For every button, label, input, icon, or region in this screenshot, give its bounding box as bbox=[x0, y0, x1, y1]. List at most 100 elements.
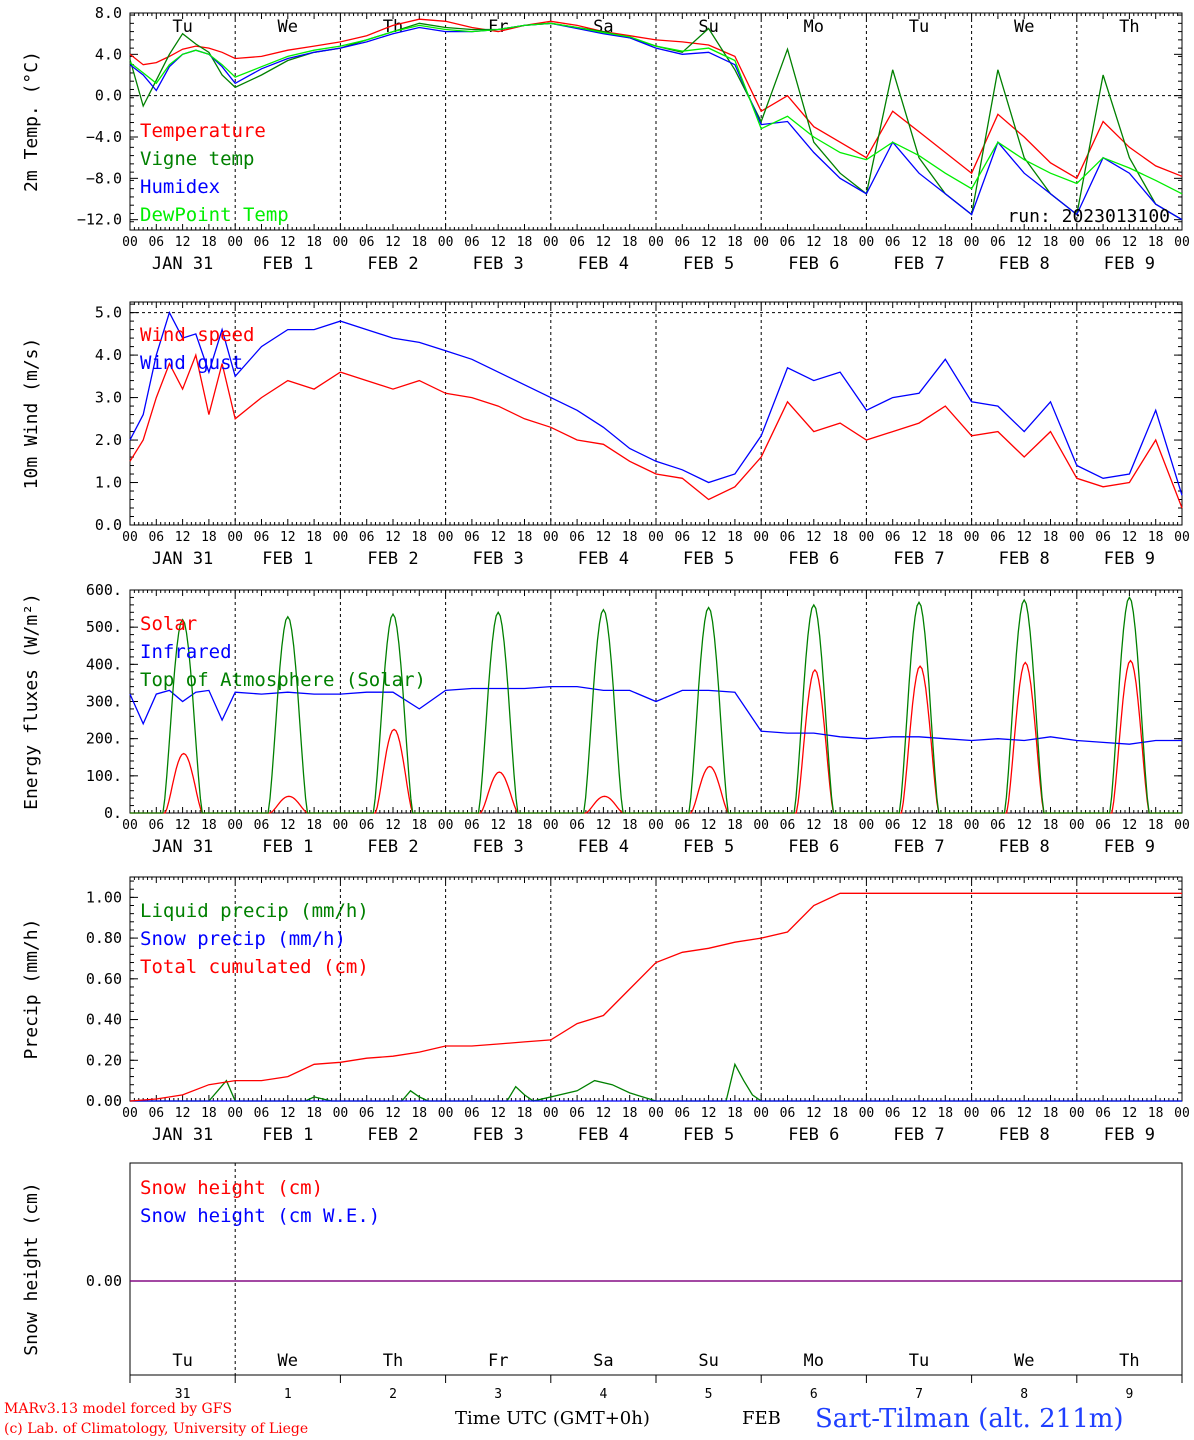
hour-label: 12 bbox=[385, 530, 401, 545]
weekday-labels: Tu We Th Fr Sa Su Mo Tu We Th bbox=[172, 17, 1139, 37]
hour-label: 06 bbox=[780, 1106, 796, 1121]
hour-label: 18 bbox=[622, 1106, 638, 1121]
weekday-label: Tu bbox=[909, 1351, 929, 1371]
hour-label: 12 bbox=[1016, 818, 1032, 833]
footer: MARv3.13 model forced by GFS (c) Lab. of… bbox=[4, 1401, 1124, 1437]
hour-label: 12 bbox=[280, 818, 296, 833]
legend-entry: Liquid precip (mm/h) bbox=[140, 900, 369, 922]
hour-label: 12 bbox=[175, 530, 191, 545]
hour-label: 06 bbox=[464, 235, 480, 250]
hour-label: 06 bbox=[359, 235, 375, 250]
weekday-label: We bbox=[278, 1351, 298, 1371]
day-number: 4 bbox=[599, 1387, 607, 1402]
hour-label: 18 bbox=[411, 530, 427, 545]
hour-label: 12 bbox=[490, 818, 506, 833]
hour-label: 00 bbox=[438, 818, 454, 833]
y-tick-label: 0.20 bbox=[86, 1051, 122, 1069]
hour-label: 00 bbox=[753, 1106, 769, 1121]
date-labels: JAN 31 FEB 1 FEB 2 FEB 3 FEB 4 FEB 5 FEB 6 FEB … bbox=[152, 254, 1155, 274]
hour-label: 00 bbox=[122, 1106, 138, 1121]
hour-label: 18 bbox=[1148, 235, 1164, 250]
hour-label: 06 bbox=[254, 530, 270, 545]
date-label: FEB 4 bbox=[578, 1125, 629, 1145]
y-tick-label: 300. bbox=[86, 693, 122, 711]
date-label: FEB 9 bbox=[1104, 1125, 1155, 1145]
hour-label: 00 bbox=[964, 530, 980, 545]
hour-label: 18 bbox=[727, 1106, 743, 1121]
hour-label: 00 bbox=[1069, 235, 1085, 250]
hour-label: 12 bbox=[911, 818, 927, 833]
hour-label: 18 bbox=[411, 818, 427, 833]
hour-label: 06 bbox=[359, 1106, 375, 1121]
hour-label: 06 bbox=[254, 1106, 270, 1121]
hour-label: 18 bbox=[1043, 235, 1059, 250]
hour-label: 00 bbox=[543, 530, 559, 545]
series-line-wind-speed bbox=[129, 352, 1183, 509]
day-gridlines bbox=[234, 302, 1078, 525]
date-label: FEB 6 bbox=[788, 837, 839, 857]
panel-wind: 00 06 12 18 00 06 12 18 00 06 12 18 00 06 12 18 00 06 12 18… bbox=[21, 301, 1190, 569]
hour-label: 06 bbox=[569, 1106, 585, 1121]
weekday-label: Tu bbox=[172, 17, 192, 37]
hour-label: 18 bbox=[832, 818, 848, 833]
hour-label: 12 bbox=[806, 818, 822, 833]
series-line-top-of-atmosphere-solar- bbox=[130, 596, 1182, 814]
date-label: FEB 3 bbox=[473, 1125, 524, 1145]
hour-label: 18 bbox=[517, 530, 533, 545]
date-label: FEB 6 bbox=[788, 549, 839, 569]
hour-label: 06 bbox=[780, 235, 796, 250]
hour-label: 00 bbox=[648, 235, 664, 250]
day-number: 5 bbox=[705, 1387, 713, 1402]
date-label: FEB 2 bbox=[367, 254, 418, 274]
legend-entry: Wind gust bbox=[140, 352, 243, 374]
date-label: FEB 1 bbox=[262, 549, 313, 569]
hour-label: 00 bbox=[753, 818, 769, 833]
hour-label: 12 bbox=[701, 818, 717, 833]
legend-entry: Top of Atmosphere (Solar) bbox=[140, 669, 426, 691]
series-group bbox=[129, 892, 1182, 1102]
time-axis-title: Time UTC (GMT+0h) bbox=[455, 1408, 650, 1429]
hour-label: 18 bbox=[201, 235, 217, 250]
legend-entry: Total cumulated (cm) bbox=[140, 956, 369, 978]
date-label: FEB 2 bbox=[367, 1125, 418, 1145]
hour-label: 06 bbox=[1095, 818, 1111, 833]
y-axis-label: Snow height (cm) bbox=[21, 1182, 42, 1355]
hour-label: 06 bbox=[1095, 1106, 1111, 1121]
hour-label: 06 bbox=[674, 235, 690, 250]
series-line-wind-gust bbox=[129, 310, 1183, 496]
hour-label: 00 bbox=[753, 530, 769, 545]
y-axis-label: 2m Temp. (°C) bbox=[21, 51, 42, 192]
hour-label: 06 bbox=[1095, 235, 1111, 250]
hour-label: 06 bbox=[359, 530, 375, 545]
weekday-label: Su bbox=[698, 1351, 718, 1371]
hour-label: 00 bbox=[333, 235, 349, 250]
x-ticks bbox=[129, 302, 1183, 525]
hour-label: 18 bbox=[937, 235, 953, 250]
y-tick-label: 1.00 bbox=[86, 888, 122, 906]
hour-label: 06 bbox=[569, 818, 585, 833]
legend: Wind speed Wind gust bbox=[140, 324, 254, 374]
hour-label: 18 bbox=[411, 235, 427, 250]
lab-credit: (c) Lab. of Climatology, University of L… bbox=[4, 1421, 308, 1437]
date-label: FEB 1 bbox=[262, 1125, 313, 1145]
hour-label: 12 bbox=[911, 1106, 927, 1121]
hour-label: 00 bbox=[964, 235, 980, 250]
y-tick-label: 0.60 bbox=[86, 970, 122, 988]
day-number: 1 bbox=[284, 1387, 292, 1402]
date-label: FEB 4 bbox=[578, 254, 629, 274]
date-label: FEB 6 bbox=[788, 1125, 839, 1145]
hour-label: 18 bbox=[1148, 818, 1164, 833]
hour-label: 00 bbox=[859, 818, 875, 833]
hour-label: 12 bbox=[806, 235, 822, 250]
y-tick-label: 100. bbox=[86, 767, 122, 785]
hour-label: 06 bbox=[569, 235, 585, 250]
hour-label: 06 bbox=[990, 530, 1006, 545]
hour-label: 06 bbox=[674, 530, 690, 545]
hour-label: 06 bbox=[885, 235, 901, 250]
y-axis: −12.0 −8.0 −4.0 0.0 4.0 8.0 bbox=[77, 4, 1182, 231]
hour-label: 18 bbox=[1148, 530, 1164, 545]
hour-label: 06 bbox=[780, 818, 796, 833]
hour-label: 00 bbox=[1069, 818, 1085, 833]
hour-label: 12 bbox=[1122, 235, 1138, 250]
hour-label: 12 bbox=[280, 530, 296, 545]
